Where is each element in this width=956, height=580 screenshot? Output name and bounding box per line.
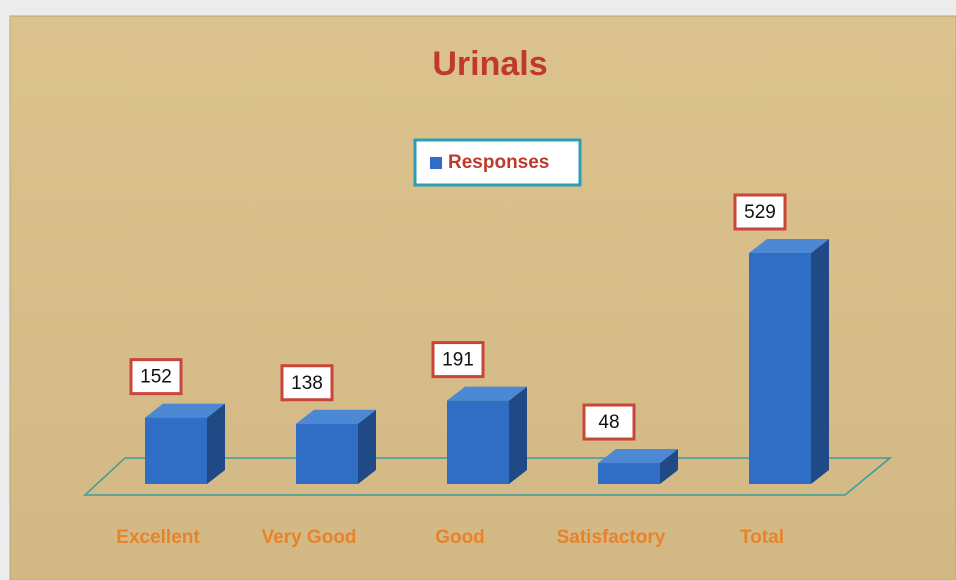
bar-side bbox=[358, 409, 376, 484]
bar-top bbox=[447, 386, 527, 401]
value-label: 152 bbox=[140, 367, 172, 388]
bar-top bbox=[296, 409, 376, 424]
bar-top bbox=[598, 449, 678, 464]
value-label: 138 bbox=[291, 373, 323, 394]
bar-top bbox=[145, 403, 225, 418]
chart-title: Urinals bbox=[432, 45, 547, 83]
bar-front bbox=[447, 400, 509, 484]
bar-side bbox=[660, 449, 678, 484]
legend-swatch bbox=[430, 157, 442, 169]
legend-box bbox=[413, 138, 582, 187]
x-tick-label: Total bbox=[740, 527, 784, 548]
bar bbox=[447, 386, 527, 484]
bar-front bbox=[749, 253, 811, 484]
value-label: 191 bbox=[442, 350, 474, 371]
value-label-box bbox=[280, 364, 334, 402]
bar bbox=[145, 403, 225, 484]
bar bbox=[598, 449, 678, 484]
value-label-box bbox=[733, 193, 787, 231]
bar-front bbox=[598, 463, 660, 484]
bar-top bbox=[749, 239, 829, 253]
value-label: 48 bbox=[598, 412, 619, 433]
bar-front bbox=[296, 423, 358, 484]
x-tick-label: Very Good bbox=[261, 527, 356, 548]
bar-side bbox=[811, 239, 829, 484]
value-label-box bbox=[129, 358, 183, 396]
bar-side bbox=[207, 403, 225, 484]
legend-label: Responses bbox=[448, 152, 549, 173]
bar bbox=[296, 409, 376, 484]
bar-side bbox=[509, 386, 527, 484]
value-label-box bbox=[582, 403, 636, 441]
value-label: 529 bbox=[744, 202, 776, 223]
x-tick-label: Satisfactory bbox=[557, 527, 666, 548]
floor bbox=[83, 457, 893, 496]
x-tick-label: Excellent bbox=[116, 527, 200, 548]
bar bbox=[749, 239, 829, 484]
x-tick-label: Good bbox=[435, 527, 485, 548]
value-label-box bbox=[431, 341, 485, 379]
bar-front bbox=[145, 417, 207, 484]
